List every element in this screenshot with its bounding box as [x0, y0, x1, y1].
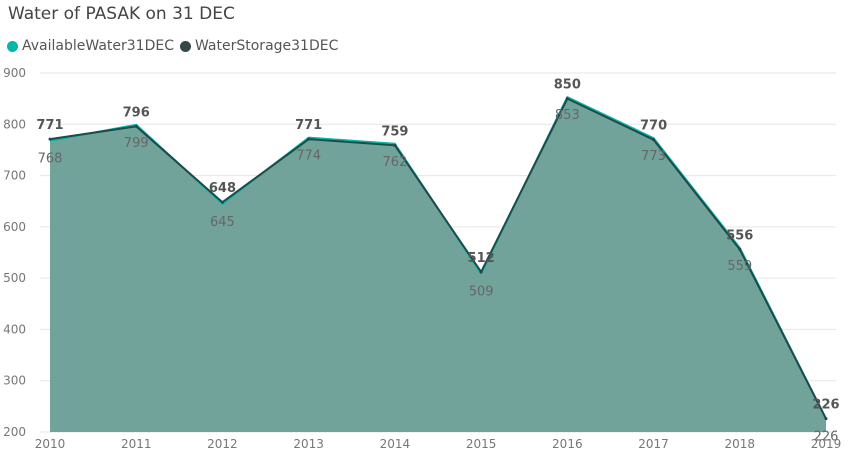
legend-marker-available-water — [7, 40, 18, 52]
data-point-water-storage[interactable] — [652, 138, 656, 142]
legend-marker-water-storage — [179, 40, 191, 52]
legend-label-water-storage: WaterStorage31DEC — [194, 38, 339, 54]
line-water-storage — [49, 97, 827, 420]
legend-label-available-water: AvailableWater31DEC — [22, 38, 174, 54]
y-tick-label: 800 — [3, 117, 26, 131]
data-label-water-storage: 850 — [554, 78, 581, 93]
x-tick-label: 2010 — [35, 437, 66, 451]
data-label-available-water: 645 — [210, 215, 235, 230]
x-tick-label: 2014 — [380, 437, 411, 451]
data-label-available-water: 853 — [555, 108, 580, 123]
x-tick-label: 2015 — [466, 437, 497, 451]
x-tick-label: 2019 — [811, 437, 842, 451]
y-tick-label: 700 — [3, 169, 26, 183]
data-label-available-water: 509 — [469, 285, 494, 300]
data-label-available-water: 774 — [296, 149, 321, 164]
area-available-water — [50, 97, 826, 433]
data-label-available-water: 768 — [38, 152, 63, 167]
data-point-water-storage[interactable] — [48, 137, 52, 141]
legend-item-available-water[interactable]: AvailableWater31DEC — [7, 38, 174, 54]
data-label-available-water: 559 — [727, 259, 752, 274]
y-tick-label: 300 — [3, 374, 26, 388]
y-tick-label: 600 — [3, 220, 26, 234]
y-tick-label: 500 — [3, 271, 26, 285]
data-label-water-storage: 771 — [295, 118, 322, 133]
data-point-water-storage[interactable] — [393, 143, 397, 147]
data-point-water-storage[interactable] — [824, 417, 828, 421]
data-label-water-storage: 759 — [381, 124, 408, 139]
y-tick-label: 200 — [3, 425, 26, 439]
data-label-water-storage: 512 — [468, 251, 495, 266]
data-label-available-water: 799 — [124, 136, 149, 151]
data-point-water-storage[interactable] — [307, 137, 311, 141]
data-label-water-storage: 648 — [209, 181, 236, 196]
x-tick-label: 2016 — [552, 437, 583, 451]
y-tick-label: 400 — [3, 322, 26, 336]
data-label-available-water: 773 — [641, 149, 666, 164]
area-water-storage — [50, 98, 826, 433]
y-tick-label: 900 — [3, 66, 26, 80]
data-label-available-water: 762 — [382, 155, 407, 170]
x-tick-label: 2017 — [638, 437, 669, 451]
data-point-water-storage[interactable] — [479, 270, 483, 274]
legend-item-water-storage[interactable]: WaterStorage31DEC — [179, 38, 339, 54]
data-label-water-storage: 796 — [123, 105, 150, 120]
x-tick-label: 2018 — [725, 437, 756, 451]
legend: AvailableWater31DEC WaterStorage31DEC — [7, 38, 344, 54]
x-tick-label: 2011 — [121, 437, 152, 451]
data-label-available-water: 226 — [814, 430, 839, 445]
x-tick-label: 2012 — [207, 437, 238, 451]
chart-title: Water of PASAK on 31 DEC — [8, 4, 235, 24]
x-tick-label: 2013 — [293, 437, 324, 451]
data-point-water-storage[interactable] — [220, 200, 224, 204]
data-point-water-storage[interactable] — [134, 124, 138, 128]
data-point-water-storage[interactable] — [565, 97, 569, 101]
data-point-water-storage[interactable] — [738, 247, 742, 251]
data-label-water-storage: 770 — [640, 119, 667, 134]
data-label-water-storage: 771 — [36, 118, 63, 133]
data-label-water-storage: 226 — [812, 398, 839, 413]
data-label-water-storage: 556 — [726, 228, 753, 243]
